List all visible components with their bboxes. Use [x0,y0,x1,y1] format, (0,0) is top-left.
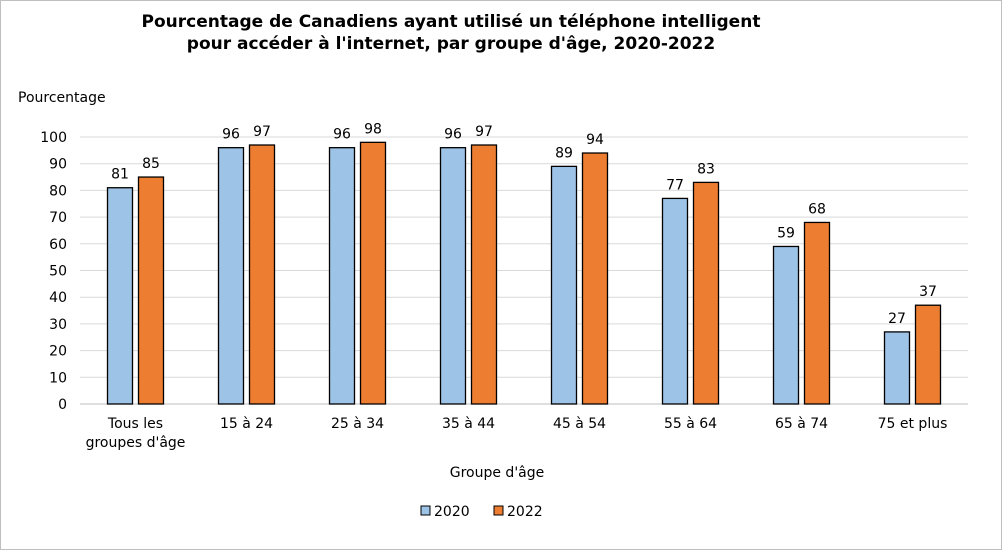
data-label: 37 [919,284,937,300]
data-label: 96 [222,127,240,143]
data-label: 59 [777,225,795,241]
x-tick-label: 35 à 44 [442,416,495,432]
bar [359,141,387,405]
data-label: 85 [142,156,160,172]
x-tick-label: 55 à 64 [664,416,717,432]
y-tick-label: 70 [49,210,67,226]
bar [772,245,800,405]
legend-label: 2020 [434,504,470,520]
data-label: 97 [475,124,493,140]
data-label: 68 [808,201,826,217]
y-tick-label: 60 [49,237,67,253]
x-tick-label: Tous les [107,416,163,432]
chart-title-line-2: pour accéder à l'internet, par groupe d'… [186,34,716,54]
data-label: 96 [333,127,351,143]
x-tick-label: groupes d'âge [86,435,186,451]
data-label: 98 [364,121,382,137]
x-tick-label: 25 à 34 [331,416,384,432]
y-tick-label: 0 [58,397,67,413]
bar [692,181,720,405]
chart-title: Pourcentage de Canadiens ayant utilisé u… [1,11,901,55]
x-tick-label: 15 à 24 [220,416,273,432]
bars: 81 96 96 96 89 77 59 27 85 97 98 97 94 83 68 37 [106,121,942,405]
y-tick-label: 50 [49,264,67,280]
data-label: 81 [111,167,129,183]
legend-swatch [420,505,431,516]
x-tick-label: 65 à 74 [775,416,828,432]
bar [470,144,498,405]
y-axis-label: Pourcentage [18,90,106,106]
y-tick-label: 40 [49,290,67,306]
x-tick-label: 45 à 54 [553,416,606,432]
chart-title-line-1: Pourcentage de Canadiens ayant utilisé u… [141,12,761,32]
bar [581,152,609,405]
data-label: 94 [586,132,604,148]
legend: 2020 2022 [420,504,543,520]
x-axis-label: Groupe d'âge [450,465,545,481]
bar [106,187,134,405]
y-tick-label: 30 [49,317,67,333]
bar [217,147,245,405]
y-tick-label: 100 [40,130,67,146]
data-label: 96 [444,127,462,143]
legend-label: 2022 [507,504,543,520]
gridlines [80,136,968,405]
bar [803,221,831,405]
bar [661,197,689,405]
bar [137,176,165,405]
y-tick-label: 20 [49,344,67,360]
bar [550,165,578,405]
y-tick-label: 10 [49,370,67,386]
data-label: 83 [697,161,715,177]
y-tick-label: 90 [49,157,67,173]
bar [914,304,942,405]
bar [883,331,911,405]
legend-swatch [493,505,504,516]
bar [439,147,467,405]
data-label: 97 [253,124,271,140]
y-axis-ticks: 0 10 20 30 40 50 60 70 80 90 100 [40,130,67,413]
data-label: 27 [888,311,906,327]
x-tick-label: 75 et plus [878,416,948,432]
y-tick-label: 80 [49,183,67,199]
bar [248,144,276,405]
data-label: 77 [666,177,684,193]
data-label: 89 [555,145,573,161]
x-axis-ticks: Tous les groupes d'âge 15 à 24 25 à 34 35 à … [86,416,948,451]
bar [328,147,356,405]
